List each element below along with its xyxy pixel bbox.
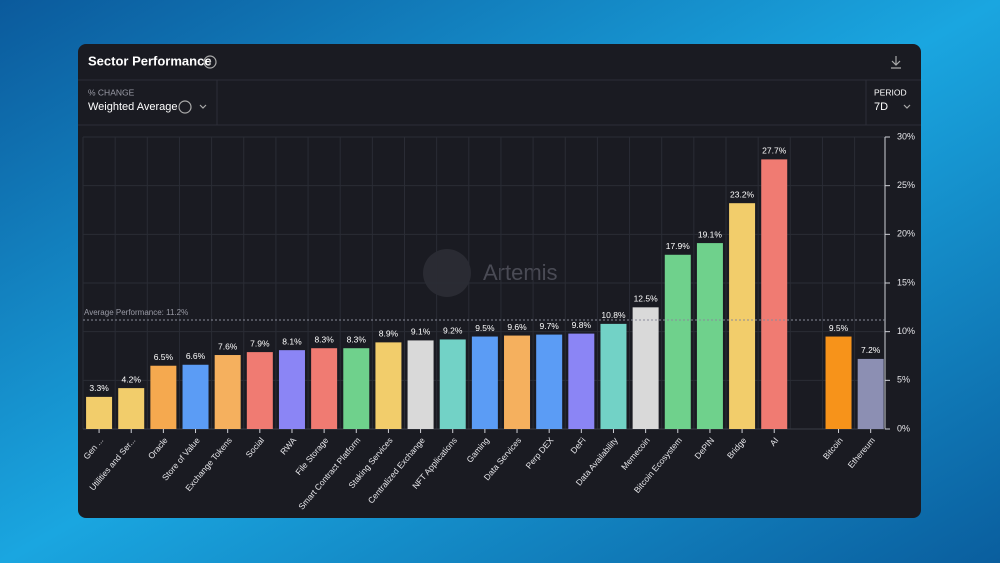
average-label: Average Performance: 11.2% (84, 308, 188, 317)
data-label: 9.7% (539, 321, 559, 331)
data-label: 19.1% (698, 229, 723, 239)
info-icon[interactable] (178, 100, 192, 114)
bar (150, 365, 177, 429)
data-label: 4.2% (122, 374, 142, 384)
data-label: 7.2% (861, 345, 881, 355)
data-label: 9.5% (829, 323, 849, 333)
data-label: 6.6% (186, 351, 206, 361)
bar (696, 243, 723, 429)
data-label: 8.3% (314, 334, 334, 344)
bar (246, 352, 273, 429)
bar (343, 348, 370, 429)
watermark-logo (423, 249, 471, 297)
bar (729, 203, 756, 429)
period-select[interactable]: 7D (874, 101, 888, 113)
bar (857, 358, 884, 429)
data-label: 6.5% (154, 352, 174, 362)
bar (471, 336, 498, 429)
bar (600, 323, 627, 429)
data-label: 9.6% (507, 322, 527, 332)
data-label: 27.7% (762, 146, 787, 156)
bar (407, 340, 434, 429)
bar (761, 159, 788, 430)
y-tick-label: 15% (897, 277, 915, 287)
bar (568, 333, 595, 429)
y-tick-label: 5% (897, 375, 910, 385)
bar (375, 342, 402, 429)
metric-label: % CHANGE (88, 87, 135, 97)
data-label: 9.8% (572, 320, 592, 330)
y-tick-label: 20% (897, 229, 915, 239)
watermark: Artemis (483, 260, 558, 285)
data-label: 10.8% (601, 310, 626, 320)
y-tick-label: 10% (897, 326, 915, 336)
bar (504, 335, 531, 429)
bar (214, 355, 241, 429)
download-icon[interactable] (891, 56, 901, 69)
bar (536, 334, 563, 429)
bar (86, 396, 113, 429)
bar (439, 339, 466, 429)
chevron[interactable] (199, 104, 207, 109)
data-label: 9.1% (411, 327, 431, 337)
data-label: 9.2% (443, 326, 463, 336)
data-label: 8.9% (379, 329, 399, 339)
data-label: 23.2% (730, 189, 755, 199)
data-label: 8.1% (282, 336, 302, 346)
bar (182, 364, 209, 429)
metric-select[interactable]: Weighted Average (88, 101, 178, 113)
data-label: 12.5% (634, 294, 659, 304)
data-label: 8.3% (347, 334, 367, 344)
period-label: PERIOD (874, 87, 907, 97)
panel-title: Sector Performance (88, 53, 212, 68)
y-tick-label: 25% (897, 180, 915, 190)
info-icon[interactable] (203, 55, 217, 69)
data-label: 9.5% (475, 323, 495, 333)
bar (118, 388, 145, 429)
bar (632, 307, 659, 429)
bar (825, 336, 852, 429)
bar (664, 254, 691, 429)
data-label: 7.9% (250, 338, 270, 348)
data-label: 3.3% (89, 383, 109, 393)
y-tick-label: 30% (897, 131, 915, 141)
bar (311, 348, 338, 429)
y-tick-label: 0% (897, 423, 910, 433)
bar (278, 350, 305, 429)
data-label: 7.6% (218, 341, 238, 351)
data-label: 17.9% (666, 241, 691, 251)
chevron[interactable] (903, 104, 911, 109)
